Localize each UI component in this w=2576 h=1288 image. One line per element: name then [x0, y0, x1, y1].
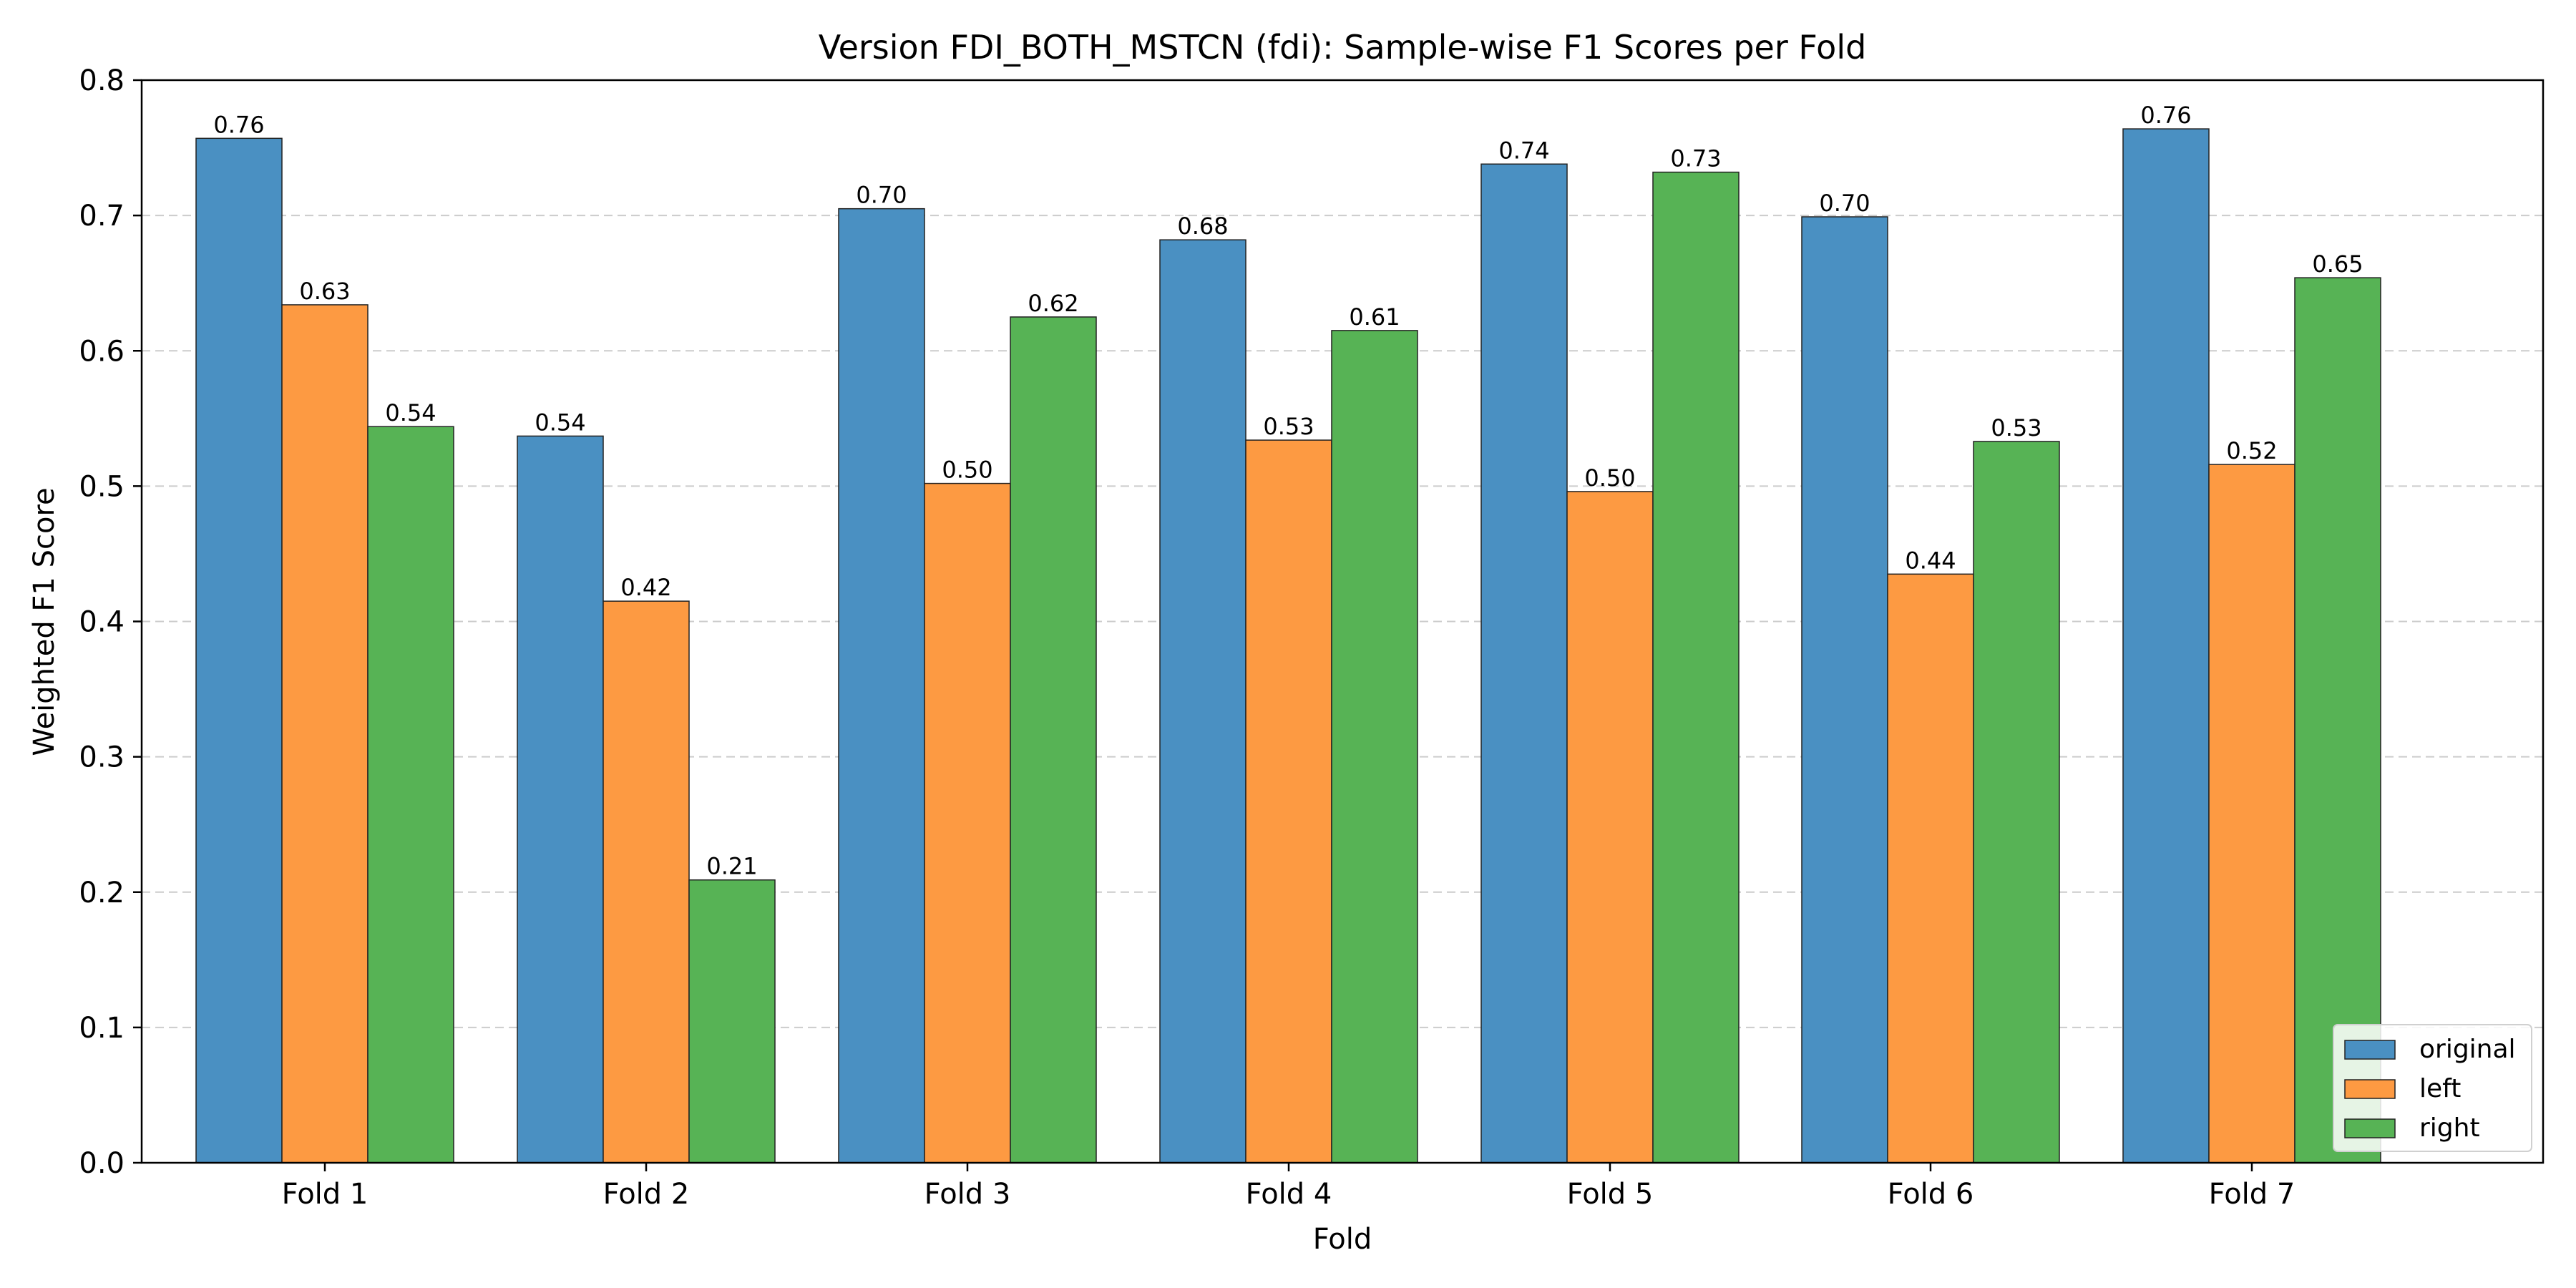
bar-right — [688, 879, 776, 1163]
x-tick-label: Fold 7 — [2209, 1178, 2296, 1211]
x-tick-label: Fold 1 — [282, 1178, 369, 1211]
data-label: 0.50 — [1584, 464, 1635, 492]
data-label: 0.21 — [706, 853, 757, 880]
bar-left — [924, 482, 1011, 1163]
data-label: 0.65 — [2312, 250, 2363, 278]
data-label: 0.42 — [620, 574, 671, 601]
bar-right — [367, 426, 454, 1163]
bar-original — [1159, 239, 1246, 1163]
data-label: 0.53 — [1991, 414, 2041, 441]
y-axis-ticks: 0.0 0.1 0.2 0.3 0.4 0.5 0.6 0.7 0.8 — [79, 64, 142, 1180]
y-tick-label: 0.1 — [79, 1012, 125, 1045]
data-label: 0.54 — [535, 409, 585, 436]
x-axis-label: Fold — [1313, 1223, 1372, 1256]
y-tick-label: 0.2 — [79, 877, 125, 909]
data-label: 0.76 — [2140, 102, 2191, 129]
bars — [195, 128, 2381, 1163]
x-tick-label: Fold 5 — [1567, 1178, 1654, 1211]
bar-original — [517, 435, 604, 1163]
data-label: 0.50 — [942, 457, 992, 484]
x-tick-label: Fold 6 — [1888, 1178, 1974, 1211]
legend-swatch-left — [2344, 1079, 2396, 1099]
x-tick-label: Fold 3 — [924, 1178, 1011, 1211]
x-tick-label: Fold 4 — [1246, 1178, 1332, 1211]
data-label: 0.68 — [1177, 213, 1228, 240]
y-tick-label: 0.8 — [79, 64, 125, 97]
legend: original left right — [2333, 1024, 2532, 1152]
x-axis-ticks: Fold 1 Fold 2 Fold 3 Fold 4 Fold 5 Fold 6 Fold… — [282, 1163, 2296, 1211]
y-tick-label: 0.7 — [79, 200, 125, 233]
data-label: 0.70 — [1819, 190, 1870, 217]
chart-title: Version FDI_BOTH_MSTCN (fdi): Sample-wis… — [819, 28, 1867, 67]
bar-right — [1010, 316, 1097, 1163]
data-label: 0.54 — [385, 399, 436, 426]
bar-right — [1652, 171, 1740, 1163]
bar-original — [195, 137, 283, 1163]
data-label: 0.63 — [299, 278, 350, 305]
y-tick-label: 0.4 — [79, 606, 125, 639]
y-tick-label: 0.0 — [79, 1147, 125, 1180]
y-tick-label: 0.3 — [79, 741, 125, 774]
x-tick-label: Fold 2 — [603, 1178, 690, 1211]
bar-right — [1331, 330, 1418, 1163]
legend-label-left: left — [2419, 1074, 2461, 1103]
bar-left — [2208, 464, 2296, 1163]
y-tick-label: 0.5 — [79, 470, 125, 503]
bar-original — [1480, 163, 1568, 1163]
data-label: 0.61 — [1349, 303, 1400, 331]
bar-original — [838, 208, 925, 1163]
data-label: 0.73 — [1670, 145, 1721, 172]
y-axis-label: Weighted F1 Score — [28, 487, 61, 756]
bar-right — [1973, 441, 2060, 1163]
bar-right — [2294, 277, 2381, 1163]
bar-original — [1801, 216, 1888, 1163]
y-tick-label: 0.6 — [79, 335, 125, 368]
legend-label-right: right — [2419, 1113, 2480, 1143]
legend-label-original: original — [2419, 1035, 2516, 1064]
bar-left — [281, 304, 369, 1163]
data-label: 0.53 — [1263, 413, 1314, 440]
legend-swatch-original — [2344, 1040, 2396, 1060]
bar-left — [1245, 439, 1332, 1163]
data-labels: 0.76 0.63 0.54 0.54 0.42 0.21 0.70 0.50 0.62 0.68… — [213, 102, 2363, 880]
bar-left — [1887, 573, 1974, 1163]
data-label: 0.44 — [1905, 547, 1956, 574]
bar-left — [602, 600, 690, 1163]
data-label: 0.52 — [2226, 437, 2277, 464]
data-label: 0.70 — [856, 182, 907, 209]
data-label: 0.76 — [213, 111, 264, 138]
data-label: 0.74 — [1498, 137, 1549, 164]
legend-swatch-right — [2344, 1118, 2396, 1138]
data-label: 0.62 — [1028, 290, 1078, 317]
bar-original — [2122, 128, 2210, 1163]
bar-left — [1566, 491, 1654, 1163]
